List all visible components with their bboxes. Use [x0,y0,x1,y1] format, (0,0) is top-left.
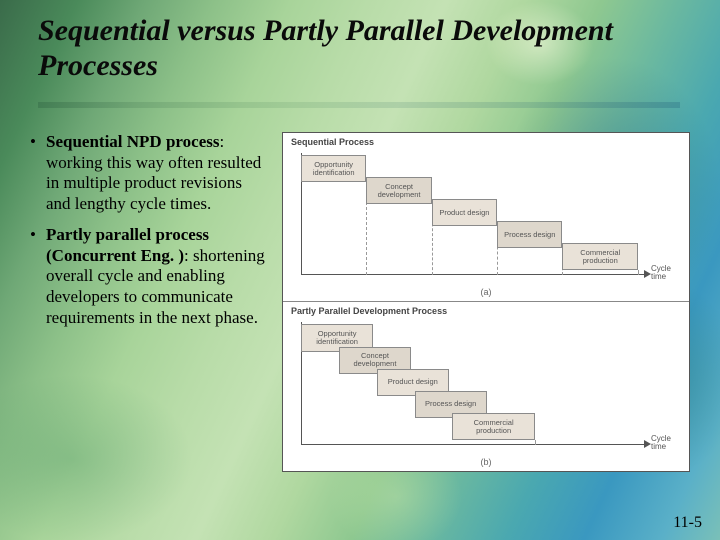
stage-box: Process design [497,221,562,248]
bullet-item: Partly parallel process (Concurrent Eng.… [30,225,270,329]
stage-box: Commercial production [562,243,638,270]
figure-frame: Sequential Process Cycle time Opportunit… [282,132,690,472]
stage-dropline [638,270,639,275]
stage-dropline [535,440,536,445]
stage-box: Product design [432,199,497,226]
stage-box: Commercial production [452,413,535,440]
x-axis-arrow-icon [644,440,651,448]
page-number: 11-5 [673,514,702,532]
panel-title: Partly Parallel Development Process [291,306,447,316]
x-axis-arrow-icon [644,270,651,278]
title-underline [38,102,680,108]
x-axis [301,274,645,275]
x-axis [301,444,645,445]
x-axis-label: Cycle time [651,435,685,451]
bullet-item: Sequential NPD process: working this way… [30,132,270,215]
slide-title: Sequential versus Partly Parallel Develo… [38,14,660,83]
content-row: Sequential NPD process: working this way… [30,132,690,510]
bullet-column: Sequential NPD process: working this way… [30,132,270,510]
stage-box: Concept development [366,177,431,204]
x-axis-label: Cycle time [651,265,685,281]
axes-bottom: Cycle time Opportunity identificationCon… [301,322,645,445]
panel-subletter: (b) [481,457,492,467]
panel-title: Sequential Process [291,137,374,147]
bullet-list: Sequential NPD process: working this way… [30,132,270,329]
bullet-bold: Sequential NPD process [46,132,219,151]
panel-subletter: (a) [481,287,492,297]
panel-sequential: Sequential Process Cycle time Opportunit… [283,133,689,302]
title-block: Sequential versus Partly Parallel Develo… [38,14,660,83]
slide-root: Sequential versus Partly Parallel Develo… [0,0,720,540]
stage-box: Opportunity identification [301,155,366,182]
axes-top: Cycle time Opportunity identificationCon… [301,153,645,275]
panel-parallel: Partly Parallel Development Process Cycl… [283,302,689,471]
